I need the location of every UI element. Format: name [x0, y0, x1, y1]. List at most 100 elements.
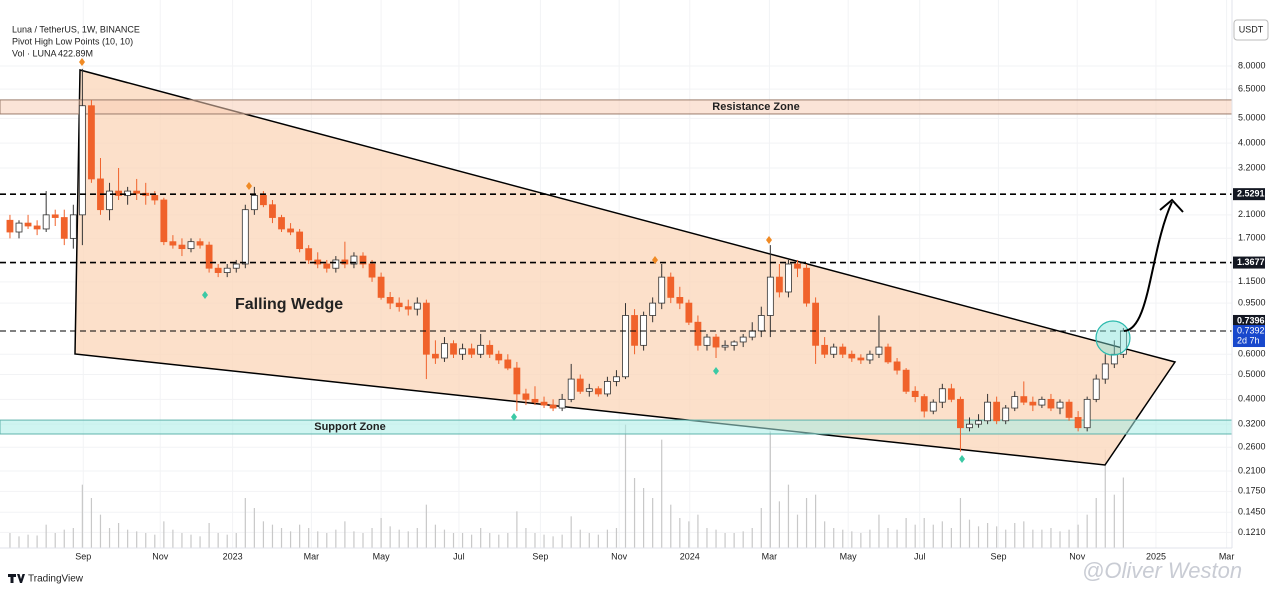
zone [0, 419, 1233, 435]
volume-bar [1104, 449, 1106, 548]
volume-bar [154, 534, 156, 548]
volume-bar [842, 529, 844, 548]
candle-body [649, 302, 657, 316]
volume-bar [543, 534, 545, 548]
candle-body [495, 353, 503, 361]
candle-body [585, 388, 593, 392]
volume-bar [633, 478, 636, 548]
levels [0, 193, 1232, 332]
volume-bar [923, 518, 925, 548]
candle-body [866, 353, 874, 361]
volume-bar [344, 521, 346, 548]
volume-bar [1041, 529, 1043, 548]
candle-body [386, 297, 394, 304]
volume-bar [534, 533, 536, 548]
candle-body [1002, 407, 1010, 422]
candle-body [459, 348, 466, 355]
candle-body [911, 390, 919, 398]
volume-bar [362, 533, 364, 548]
volume-bar [199, 536, 201, 548]
volume-bar [72, 528, 74, 548]
volume-bar [443, 529, 446, 548]
x-tick-label: Nov [1069, 551, 1086, 561]
candle-body [676, 297, 684, 304]
volume-bar [579, 529, 581, 548]
volume-bar [941, 521, 943, 548]
x-tick-label: Jul [914, 551, 926, 561]
candle-body [196, 241, 204, 246]
y-tick-label: 0.2100 [1238, 465, 1266, 475]
candle-body [468, 348, 476, 355]
candle-body [938, 388, 946, 403]
pivot-high [766, 236, 772, 244]
volume-bar [117, 523, 120, 548]
volume-bar [407, 531, 409, 548]
x-tick-label: 2023 [223, 551, 243, 561]
volume-bar [434, 524, 437, 548]
candle-body [929, 401, 937, 412]
candle-body [721, 344, 729, 348]
indicator-title: Pivot High Low Points (10, 10) [12, 36, 133, 46]
y-tick-label: 0.3200 [1238, 419, 1266, 429]
volume-bar [335, 529, 337, 548]
candle-body [88, 105, 95, 180]
candle-body [69, 214, 77, 239]
currency-box[interactable] [1233, 19, 1269, 41]
candle-body [739, 336, 747, 343]
candle-body [685, 302, 693, 323]
y-tick-label: 0.2600 [1238, 442, 1266, 452]
volume-bar [1086, 514, 1088, 548]
candle-body [594, 388, 602, 395]
volume-bar [425, 504, 427, 548]
volume-bar [905, 518, 907, 548]
candle-body [241, 209, 249, 265]
zones: Resistance Zone Support Zone [0, 99, 1233, 435]
volume-bar [9, 533, 11, 548]
volume-bar [353, 531, 355, 548]
candle-body [115, 190, 122, 196]
volume-bar [715, 529, 717, 548]
volume-bar [498, 534, 500, 548]
watermark: @Oliver Weston [1082, 558, 1242, 583]
volume-bar [652, 498, 654, 548]
volume-bar [950, 528, 952, 548]
level-label: 1.3677 [1237, 257, 1265, 267]
volume-bar [244, 498, 246, 548]
volume-bar [697, 514, 699, 548]
x-tick-label: May [840, 551, 858, 561]
candle-body [1101, 363, 1109, 380]
x-tick-label: 2024 [680, 551, 700, 561]
volume-bar [706, 528, 708, 548]
candle-body [1110, 353, 1118, 365]
volume-bar [389, 526, 391, 548]
candle-body [33, 225, 41, 230]
volume-bar [398, 529, 400, 548]
x-tick-label: Sep [990, 551, 1006, 561]
pivots [79, 58, 965, 463]
volume-bar [380, 518, 382, 548]
candle-body [902, 369, 910, 392]
volume-bar [308, 528, 310, 548]
candle-body [848, 353, 856, 359]
y-tick-label: 6.5000 [1238, 84, 1266, 94]
candle-body [413, 302, 421, 310]
volume-bar [851, 531, 853, 548]
volume-bar [805, 498, 808, 548]
candle-body [214, 267, 222, 273]
x-tick-label: May [373, 551, 391, 561]
volume-bar [507, 533, 509, 548]
volume-bar [1059, 531, 1061, 548]
volume-bar [606, 529, 609, 548]
volume-bar [914, 524, 916, 548]
countdown: 2d 7h [1237, 335, 1260, 345]
y-tick-label: 2.1000 [1238, 209, 1266, 219]
volume-bar [670, 504, 672, 548]
volume-bar [172, 529, 174, 548]
volume-bar [751, 528, 753, 548]
last-price-tag [1233, 325, 1265, 348]
candle-body [757, 315, 765, 332]
projection-arrow [1123, 201, 1173, 332]
volume-bar [145, 533, 147, 548]
volume-bar [1032, 529, 1034, 548]
